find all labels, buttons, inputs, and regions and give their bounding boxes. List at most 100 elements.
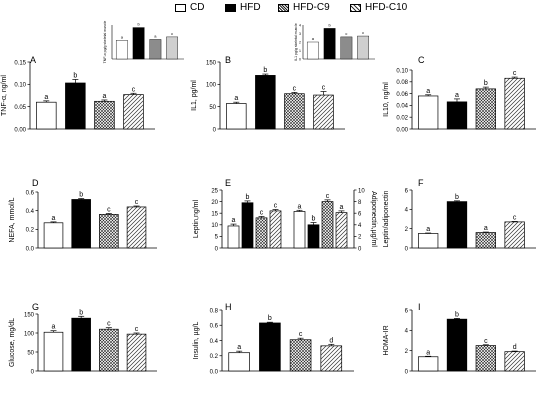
- panel-b-bar: [255, 75, 276, 130]
- panel-e-ylabel: Leptin,ng/ml: [193, 199, 200, 238]
- panel-d-significance-letter: c: [135, 199, 139, 206]
- panel-e-adiponectin-significance-letter: c: [326, 193, 330, 200]
- panel-a-bar: [94, 100, 115, 130]
- panel-b-inset-letter: a: [312, 36, 315, 41]
- panel-g-ytick-label: 0: [31, 369, 35, 375]
- panel-f-ytick-label: 4: [405, 208, 409, 214]
- panel-a-inset-bar: [132, 27, 145, 60]
- panel-h-ytick-label: 0.2: [210, 354, 219, 360]
- panel-i-significance-letter: d: [513, 344, 517, 351]
- panel-e-y2tick-label: 4: [358, 223, 362, 229]
- panel-e-adiponectin-bar: [307, 224, 320, 249]
- panel-e-ytick-label: 25: [211, 188, 218, 194]
- panel-a-inset-letter: b: [138, 22, 141, 27]
- panel-c-bar: [475, 88, 496, 130]
- panel-c-ytick-label: 0.08: [396, 80, 408, 86]
- panel-g-label: G: [32, 302, 39, 312]
- panel-a-inset-bar: [166, 36, 179, 60]
- panel-f-bar: [475, 232, 496, 249]
- panel-b-label: B: [225, 55, 231, 65]
- panel-e-y2tick-label: 8: [358, 200, 362, 206]
- panel-d: D 0.0 0.2 0.4 0.6 NEFA, mmol/L a b c c: [9, 178, 157, 252]
- panel-a-inset-ylabel: TNF-α pg/g skeletal muscle: [103, 21, 107, 64]
- legend-swatch-hfd: [225, 3, 236, 12]
- panel-g-ytick-label: 100: [24, 331, 35, 337]
- panel-g-significance-letter: c: [107, 321, 111, 328]
- panel-b-inset-bar: [323, 28, 336, 60]
- panel-d-significance-letter: c: [107, 206, 111, 213]
- panel-b-inset-bar: [340, 36, 353, 60]
- panel-e-adiponectin-significance-letter: a: [340, 204, 344, 211]
- panel-b-inset-letter: c: [362, 30, 364, 35]
- panel-i-ytick-label: 6: [405, 308, 409, 314]
- panel-h-bar: [228, 352, 250, 372]
- panel-a-ytick-label: 0.05: [14, 105, 26, 111]
- panel-c-bar: [417, 95, 439, 130]
- panel-b-inset-ytick-label: 2: [299, 41, 301, 45]
- panel-e-ytick-label: 10: [211, 223, 218, 229]
- panel-i-significance-letter: b: [455, 311, 459, 318]
- panel-i: I 0 2 4 6 HOMA-IR a b c d: [383, 302, 536, 375]
- panel-b-inset-ytick-label: 0: [299, 58, 301, 62]
- legend-label-hfd-c9: HFD-C9: [293, 2, 330, 13]
- panel-a-inset-letter: a: [154, 33, 157, 38]
- panel-b-inset-ytick-label: 4: [299, 24, 301, 28]
- panel-i-ytick-label: 4: [405, 329, 409, 335]
- panel-e-ytick-label: 0: [215, 246, 219, 252]
- panel-a-ytick-label: 0.10: [14, 83, 26, 89]
- panel-b-ytick-label: 50: [209, 105, 216, 111]
- panel-h-ytick-label: 0.0: [210, 369, 219, 375]
- panel-a-inset-bar: [149, 39, 162, 60]
- panel-b-ytick-label: 0: [213, 127, 217, 133]
- panel-i-ytick-label: 0: [405, 369, 409, 375]
- panel-e-adiponectin-bar: [293, 211, 306, 249]
- panel-e: E 0 5 10 15 20 25 Leptin,ng/ml a b c c a b c a 0 2 4 6 8 10 Ad…: [193, 178, 377, 252]
- panel-e-adiponectin-significance-letter: b: [312, 215, 316, 222]
- panel-c-significance-letter: c: [513, 70, 517, 77]
- panel-f-bar: [417, 233, 439, 249]
- panel-h-bar: [289, 339, 312, 372]
- panel-a-significance-letter: b: [73, 72, 77, 79]
- panel-g-significance-letter: a: [52, 324, 56, 331]
- panel-c-ytick-label: 0.06: [396, 92, 408, 98]
- panel-b-ylabel: IL1, pg/ml: [191, 80, 198, 111]
- panel-d-ylabel: NEFA, mmol/L: [9, 197, 16, 242]
- panel-b-inset-ytick-label: 3: [299, 32, 301, 36]
- legend-swatch-hfd-c9: [278, 3, 289, 12]
- panel-c-bar: [446, 101, 468, 130]
- panel-f: F 0 2 4 6 Leptin/adiponectin a b a c: [383, 178, 536, 252]
- panel-f-ytick-label: 6: [405, 188, 409, 194]
- panel-d-significance-letter: a: [52, 215, 56, 222]
- panel-f-significance-letter: a: [484, 225, 488, 232]
- panel-b-ytick-label: 100: [206, 83, 217, 89]
- panel-a-inset: TNF-α pg/g skeletal muscle a b a c: [103, 21, 184, 64]
- panel-e-adiponectin-bar: [335, 212, 348, 249]
- panel-b-inset-letter: c: [345, 31, 347, 36]
- panel-a-ytick-label: 0.15: [14, 60, 26, 66]
- legend-swatch-hfd-c10: [350, 3, 361, 12]
- panel-f-significance-letter: b: [455, 194, 459, 201]
- panel-c-bar: [504, 77, 525, 130]
- panel-a-significance-letter: c: [132, 86, 136, 93]
- panel-c-significance-letter: a: [426, 88, 430, 95]
- panel-a-inset-bar: [115, 40, 128, 60]
- panel-e-leptin-bar: [227, 225, 240, 249]
- panel-c-label: C: [418, 55, 425, 65]
- panel-e-y2tick-label: 10: [358, 188, 365, 194]
- panel-a-significance-letter: a: [44, 94, 48, 101]
- panel-c-ytick-label: 0.04: [396, 104, 408, 110]
- panel-g-ylabel: Glucose, mg/dL: [9, 318, 16, 367]
- panel-h-significance-letter: c: [299, 331, 303, 338]
- panel-a-bar: [123, 94, 144, 130]
- panel-f-ytick-label: 0: [405, 246, 409, 252]
- panel-d-ytick-label: 0.6: [26, 190, 35, 196]
- panel-e-leptin-bar: [241, 202, 254, 249]
- panel-a-bar: [65, 82, 86, 130]
- panel-h-ytick-label: 0.8: [210, 308, 219, 314]
- panel-e-adiponectin-bar: [321, 201, 334, 249]
- legend-label-hfd-c10: HFD-C10: [365, 2, 408, 13]
- panel-d-bar: [126, 206, 147, 249]
